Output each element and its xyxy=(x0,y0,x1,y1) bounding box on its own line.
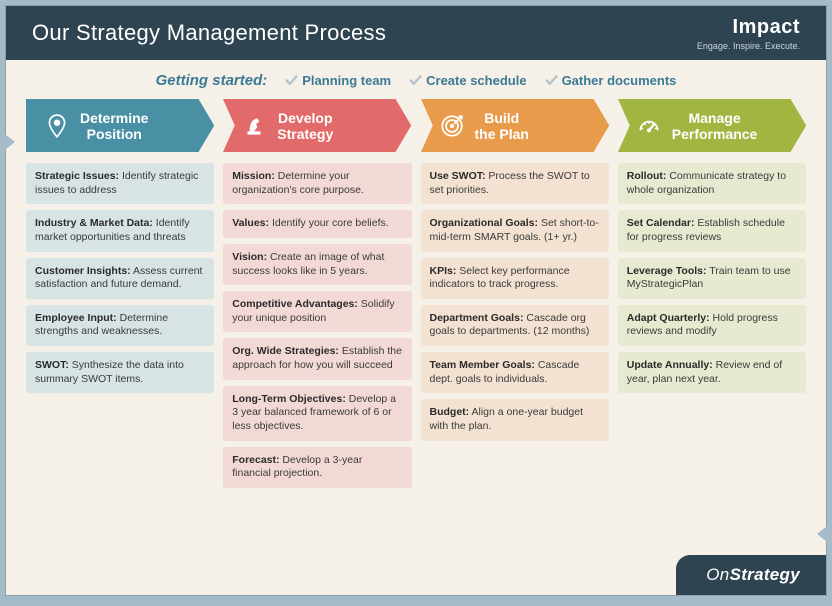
column-header-arrow: DeterminePosition xyxy=(26,99,214,153)
header-bar: Our Strategy Management Process Impact E… xyxy=(6,6,826,60)
item-bold: Employee Input: xyxy=(35,312,117,324)
process-item: KPIs: Select key performance indicators … xyxy=(421,258,609,299)
process-item: Update Annually: Review end of year, pla… xyxy=(618,352,806,393)
process-item: Customer Insights: Assess current satisf… xyxy=(26,258,214,299)
process-item: Use SWOT: Process the SWOT to set priori… xyxy=(421,163,609,204)
check-icon xyxy=(285,74,298,87)
column-header-arrow: ManagePerformance xyxy=(618,99,806,153)
brand-block: Impact Engage. Inspire. Execute. xyxy=(697,16,800,51)
process-item: Vision: Create an image of what success … xyxy=(223,244,411,285)
getting-started-item: Planning team xyxy=(285,73,391,88)
process-item: Forecast: Develop a 3-year financial pro… xyxy=(223,447,411,488)
column: DeterminePosition Strategic Issues: Iden… xyxy=(26,99,214,494)
process-item: Leverage Tools: Train team to use MyStra… xyxy=(618,258,806,299)
footer-thin: On xyxy=(706,565,729,584)
gs-item-label: Planning team xyxy=(302,73,391,88)
column-header-arrow: DevelopStrategy xyxy=(223,99,411,153)
process-item: Long-Term Objectives: Develop a 3 year b… xyxy=(223,386,411,441)
item-bold: Customer Insights: xyxy=(35,265,131,277)
item-bold: Update Annually: xyxy=(627,359,713,371)
getting-started-item: Gather documents xyxy=(545,73,677,88)
item-bold: KPIs: xyxy=(430,265,457,277)
column-title: DevelopStrategy xyxy=(277,110,333,142)
item-bold: Long-Term Objectives: xyxy=(232,393,346,405)
column-title: ManagePerformance xyxy=(672,110,758,142)
check-icon xyxy=(545,74,558,87)
page-title: Our Strategy Management Process xyxy=(32,20,386,46)
item-bold: Department Goals: xyxy=(430,312,524,324)
getting-started-label: Getting started: xyxy=(156,72,268,89)
footer-bold: Strategy xyxy=(730,565,800,584)
item-bold: Mission: xyxy=(232,170,275,182)
item-bold: Budget: xyxy=(430,406,470,418)
item-bold: SWOT: xyxy=(35,359,69,371)
column: ManagePerformance Rollout: Communicate s… xyxy=(618,99,806,494)
process-item: Set Calendar: Establish schedule for pro… xyxy=(618,210,806,251)
process-item: Competitive Advantages: Solidify your un… xyxy=(223,291,411,332)
process-item: Mission: Determine your organization's c… xyxy=(223,163,411,204)
process-item: Strategic Issues: Identify strategic iss… xyxy=(26,163,214,204)
column-title: Buildthe Plan xyxy=(475,110,529,142)
item-text: Identify your core beliefs. xyxy=(269,217,389,229)
item-bold: Adapt Quarterly: xyxy=(627,312,710,324)
process-item: Industry & Market Data: Identify market … xyxy=(26,210,214,251)
item-bold: Org. Wide Strategies: xyxy=(232,345,339,357)
process-item: Department Goals: Cascade org goals to d… xyxy=(421,305,609,346)
item-bold: Set Calendar: xyxy=(627,217,695,229)
process-item: Values: Identify your core beliefs. xyxy=(223,210,411,238)
item-bold: Organizational Goals: xyxy=(430,217,539,229)
column: DevelopStrategy Mission: Determine your … xyxy=(223,99,411,494)
process-item: SWOT: Synthesize the data into summary S… xyxy=(26,352,214,393)
process-item: Budget: Align a one-year budget with the… xyxy=(421,399,609,440)
process-item: Adapt Quarterly: Hold progress reviews a… xyxy=(618,305,806,346)
item-bold: Competitive Advantages: xyxy=(232,298,358,310)
item-bold: Values: xyxy=(232,217,269,229)
process-item: Organizational Goals: Set short-to-mid-t… xyxy=(421,210,609,251)
item-bold: Forecast: xyxy=(232,454,279,466)
item-bold: Use SWOT: xyxy=(430,170,486,182)
column-header-arrow: Buildthe Plan xyxy=(421,99,609,153)
decorative-triangle-left xyxy=(5,134,15,150)
columns-container: DeterminePosition Strategic Issues: Iden… xyxy=(6,99,826,494)
item-bold: Industry & Market Data: xyxy=(35,217,153,229)
process-item: Rollout: Communicate strategy to whole o… xyxy=(618,163,806,204)
target-icon xyxy=(439,113,465,139)
item-bold: Leverage Tools: xyxy=(627,265,707,277)
process-item: Employee Input: Determine strengths and … xyxy=(26,305,214,346)
infographic-panel: Our Strategy Management Process Impact E… xyxy=(5,5,827,596)
getting-started-row: Getting started: Planning team Create sch… xyxy=(6,60,826,99)
column: Buildthe Plan Use SWOT: Process the SWOT… xyxy=(421,99,609,494)
process-item: Org. Wide Strategies: Establish the appr… xyxy=(223,338,411,379)
item-bold: Vision: xyxy=(232,251,267,263)
column-title: DeterminePosition xyxy=(80,110,148,142)
getting-started-item: Create schedule xyxy=(409,73,526,88)
footer-logo: OnStrategy xyxy=(676,555,826,595)
check-icon xyxy=(409,74,422,87)
brand-name: Impact xyxy=(697,16,800,39)
item-bold: Team Member Goals: xyxy=(430,359,535,371)
brand-tagline: Engage. Inspire. Execute. xyxy=(697,41,800,51)
item-bold: Rollout: xyxy=(627,170,667,182)
item-bold: Strategic Issues: xyxy=(35,170,119,182)
knight-icon xyxy=(241,113,267,139)
gs-item-label: Create schedule xyxy=(426,73,526,88)
process-item: Team Member Goals: Cascade dept. goals t… xyxy=(421,352,609,393)
gauge-icon xyxy=(636,113,662,139)
gs-item-label: Gather documents xyxy=(562,73,677,88)
pin-icon xyxy=(44,113,70,139)
decorative-triangle-right xyxy=(817,526,827,542)
